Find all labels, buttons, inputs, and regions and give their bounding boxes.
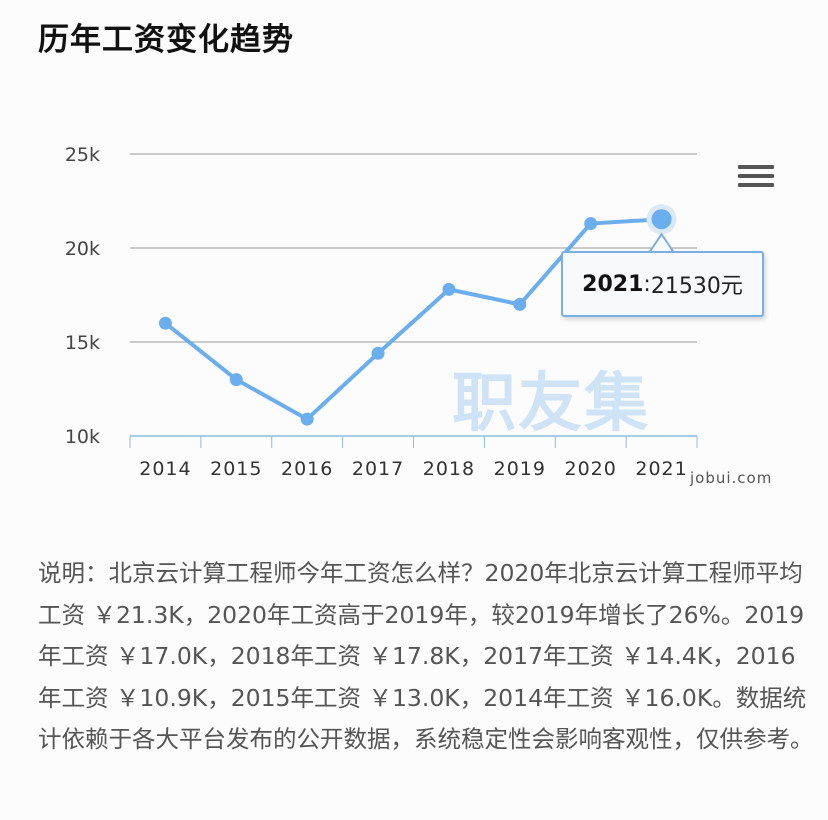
tooltip-value: 21530元 xyxy=(650,274,743,299)
data-point xyxy=(513,297,527,311)
data-point xyxy=(442,282,456,296)
x-tick-label: 2018 xyxy=(423,458,475,480)
description-text: 说明：北京云计算工程师今年工资怎么样？2020年北京云计算工程师平均工资 ￥21… xyxy=(38,559,814,753)
page-title: 历年工资变化趋势 xyxy=(38,22,294,58)
data-point xyxy=(651,209,672,230)
x-tick-label: 2015 xyxy=(210,458,262,480)
x-tick-label: 2019 xyxy=(494,458,546,480)
series-line xyxy=(164,217,662,422)
hamburger-menu-icon[interactable] xyxy=(738,165,774,191)
data-point xyxy=(300,412,314,426)
y-tick-label: 15k xyxy=(65,332,100,354)
data-point xyxy=(584,217,598,231)
y-tick-label: 20k xyxy=(65,238,100,260)
x-tick-label: 2017 xyxy=(352,458,404,480)
salary-line-chart: 10k 15k 20k 25k 2014 2015 2016 2017 2018 2019 2020… xyxy=(65,144,698,480)
y-tick-label: 25k xyxy=(65,144,100,166)
data-point xyxy=(371,346,385,360)
x-tick-label: 2014 xyxy=(139,458,191,480)
site-watermark: jobui.com xyxy=(690,469,773,487)
tooltip-separator: : xyxy=(643,271,651,297)
chart-tooltip: 2021:21530元 xyxy=(561,251,764,317)
data-point xyxy=(229,373,243,387)
x-tick-label: 2016 xyxy=(281,458,333,480)
tooltip-pointer xyxy=(648,232,675,253)
tooltip-year: 2021 xyxy=(582,271,644,297)
watermark: 职友集 xyxy=(452,367,650,441)
x-tick-label: 2021 xyxy=(635,458,687,480)
data-point xyxy=(158,316,172,330)
y-tick-label: 10k xyxy=(65,426,100,448)
x-tick-label: 2020 xyxy=(565,458,617,480)
